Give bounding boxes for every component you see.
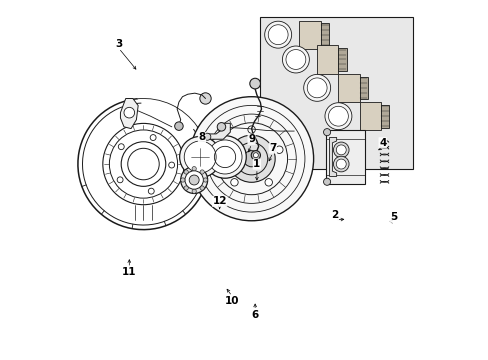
Text: 7: 7 (268, 143, 276, 153)
Circle shape (192, 189, 196, 193)
Circle shape (336, 145, 346, 155)
Circle shape (325, 103, 351, 130)
Circle shape (179, 136, 220, 177)
Circle shape (285, 50, 305, 69)
Polygon shape (205, 155, 214, 173)
Circle shape (203, 136, 246, 178)
Polygon shape (260, 17, 412, 169)
Circle shape (323, 178, 330, 185)
Circle shape (200, 93, 211, 104)
Polygon shape (205, 123, 230, 139)
Circle shape (243, 151, 259, 167)
Text: 10: 10 (224, 296, 239, 306)
Text: 2: 2 (330, 211, 338, 220)
Circle shape (183, 186, 188, 190)
Circle shape (124, 107, 134, 118)
Circle shape (184, 141, 216, 173)
Circle shape (181, 167, 207, 193)
Polygon shape (329, 138, 336, 176)
Circle shape (323, 129, 330, 136)
Polygon shape (120, 99, 138, 129)
Text: 4: 4 (378, 138, 386, 148)
Circle shape (333, 142, 348, 158)
Text: 12: 12 (212, 196, 226, 206)
Circle shape (174, 122, 183, 130)
Circle shape (183, 170, 188, 174)
Polygon shape (359, 77, 367, 99)
Circle shape (192, 167, 196, 171)
Text: 1: 1 (253, 159, 260, 169)
Circle shape (253, 153, 258, 158)
Circle shape (207, 140, 242, 174)
Circle shape (203, 133, 210, 140)
Circle shape (247, 126, 255, 133)
Circle shape (200, 186, 204, 190)
Circle shape (275, 146, 283, 153)
Circle shape (251, 150, 260, 160)
Text: 11: 11 (122, 267, 136, 277)
Circle shape (217, 123, 225, 131)
Circle shape (220, 146, 227, 153)
Circle shape (333, 156, 348, 172)
Polygon shape (325, 130, 364, 184)
Text: 9: 9 (247, 134, 255, 144)
Circle shape (264, 179, 272, 186)
Circle shape (184, 171, 203, 189)
Text: 6: 6 (251, 310, 258, 320)
Circle shape (200, 170, 204, 174)
Circle shape (181, 178, 184, 182)
Text: 8: 8 (198, 132, 205, 143)
Polygon shape (338, 48, 346, 71)
Polygon shape (299, 21, 320, 49)
Text: 3: 3 (115, 39, 122, 49)
Circle shape (282, 46, 309, 73)
Polygon shape (317, 45, 338, 74)
Text: 5: 5 (389, 212, 396, 222)
Polygon shape (338, 74, 359, 102)
Circle shape (189, 97, 313, 221)
Circle shape (249, 78, 260, 89)
Polygon shape (320, 23, 328, 46)
Circle shape (230, 179, 238, 186)
Circle shape (306, 78, 326, 98)
Circle shape (328, 106, 347, 126)
Polygon shape (380, 105, 388, 127)
Circle shape (303, 75, 330, 101)
Circle shape (268, 25, 287, 45)
Circle shape (264, 21, 291, 48)
Polygon shape (359, 102, 380, 130)
Circle shape (189, 175, 199, 185)
Circle shape (336, 159, 346, 169)
Circle shape (227, 135, 275, 182)
Circle shape (203, 178, 207, 182)
